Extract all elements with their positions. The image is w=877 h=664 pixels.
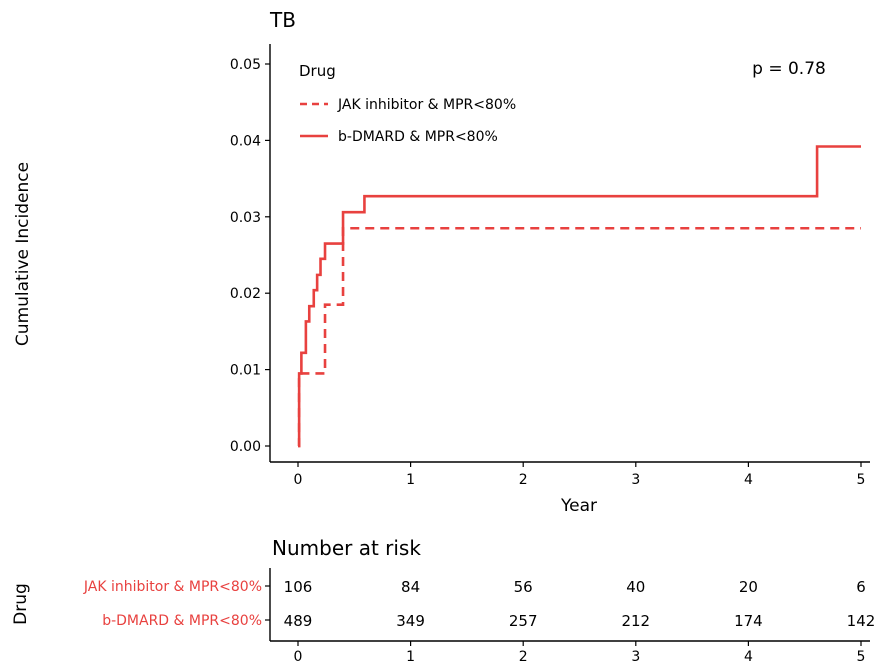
y-tick-label: 0.05 [230, 57, 261, 73]
risk-table-title: Number at risk [272, 536, 421, 560]
y-tick-label: 0.01 [230, 363, 261, 379]
risk-cell: 6 [856, 578, 866, 596]
risk-cell: 56 [514, 578, 533, 596]
risk-x-tick-label: 5 [857, 649, 866, 664]
risk-cell: 40 [626, 578, 645, 596]
x-tick-label: 2 [519, 472, 528, 488]
risk-x-tick-label: 1 [406, 649, 415, 664]
x-tick-label: 0 [294, 472, 303, 488]
risk-cell: 20 [739, 578, 758, 596]
risk-x-tick-label: 4 [744, 649, 753, 664]
series-line-jak-inhibitor [297, 226, 861, 448]
risk-row-label: b-DMARD & MPR<80% [102, 613, 262, 629]
risk-x-tick-label: 0 [294, 649, 303, 664]
risk-row-label: JAK inhibitor & MPR<80% [83, 579, 262, 595]
y-tick-label: 0.02 [230, 286, 261, 302]
legend-label-jak: JAK inhibitor & MPR<80% [337, 97, 516, 113]
legend-title: Drug [299, 62, 336, 80]
risk-cell: 142 [847, 612, 876, 630]
p-value-annotation: p = 0.78 [752, 59, 826, 79]
x-tick-label: 5 [857, 472, 866, 488]
risk-x-tick-label: 2 [519, 649, 528, 664]
plot-axes: 0.00 0.01 0.02 0.03 0.04 0.05 0 1 2 3 4 5 [230, 44, 870, 488]
plot-curves [297, 145, 861, 448]
risk-cell: 174 [734, 612, 763, 630]
risk-cell: 349 [396, 612, 425, 630]
risk-cell: 212 [621, 612, 650, 630]
y-axis-label: Cumulative Incidence [13, 162, 33, 346]
risk-x-tick-label: 3 [631, 649, 640, 664]
x-tick-label: 3 [631, 472, 640, 488]
y-tick-label: 0.00 [230, 439, 261, 455]
x-tick-label: 4 [744, 472, 753, 488]
risk-table-drug-label: Drug [11, 583, 31, 625]
y-tick-label: 0.04 [230, 133, 261, 149]
risk-cell: 106 [284, 578, 313, 596]
risk-cell: 257 [509, 612, 538, 630]
chart-title: TB [269, 8, 296, 32]
x-axis-label: Year [560, 496, 597, 516]
x-tick-label: 1 [406, 472, 415, 488]
legend: Drug JAK inhibitor & MPR<80% b-DMARD & M… [299, 62, 516, 145]
risk-cell: 84 [401, 578, 420, 596]
risk-cell: 489 [284, 612, 313, 630]
series-line-b-dmard [297, 145, 861, 448]
legend-label-bdmard: b-DMARD & MPR<80% [338, 129, 498, 145]
y-tick-label: 0.03 [230, 210, 261, 226]
risk-table: JAK inhibitor & MPR<80% 106 84 56 40 20 6b-DMA… [83, 568, 875, 664]
